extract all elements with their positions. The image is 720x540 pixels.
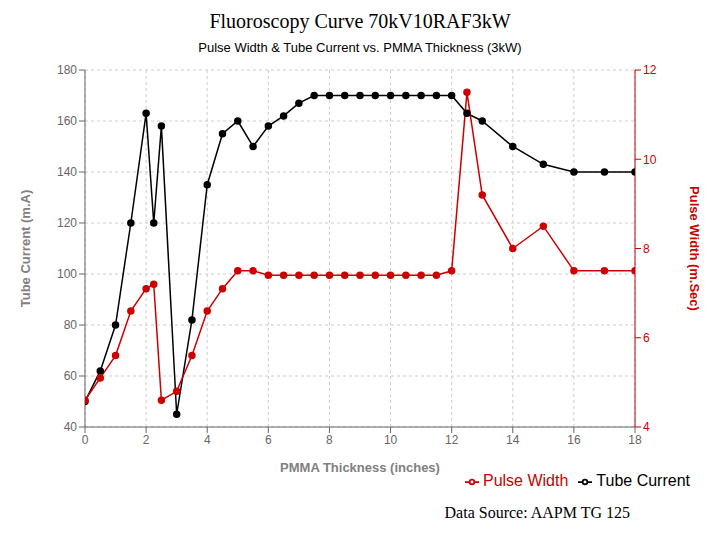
svg-text:40: 40 <box>64 420 78 434</box>
svg-text:Tube Current (m.A): Tube Current (m.A) <box>18 190 33 307</box>
html-text:Data Source: AAPM TG 125: Data Source: AAPM TG 125 <box>444 504 630 521</box>
svg-text:Pulse Width (m.Sec): Pulse Width (m.Sec) <box>687 186 702 311</box>
svg-text:8: 8 <box>326 433 333 447</box>
svg-text:4: 4 <box>643 420 650 434</box>
html-text:Tube Current: Tube Current <box>596 472 690 489</box>
svg-text:6: 6 <box>643 331 650 345</box>
svg-text:160: 160 <box>57 114 77 128</box>
svg-text:0: 0 <box>82 433 89 447</box>
svg-text:PMMA Thickness (inches): PMMA Thickness (inches) <box>280 460 440 475</box>
svg-text:10: 10 <box>643 153 657 167</box>
html-text:Pulse Width: Pulse Width <box>483 472 569 489</box>
svg-text:100: 100 <box>57 267 77 281</box>
html-text:Fluoroscopy Curve 70kV10RAF3kW: Fluoroscopy Curve 70kV10RAF3kW <box>209 10 511 32</box>
svg-text:120: 120 <box>57 216 77 230</box>
svg-text:18: 18 <box>628 433 642 447</box>
svg-text:6: 6 <box>265 433 272 447</box>
svg-text:10: 10 <box>384 433 398 447</box>
svg-text:14: 14 <box>506 433 520 447</box>
svg-text:16: 16 <box>567 433 581 447</box>
svg-text:80: 80 <box>64 318 78 332</box>
svg-text:12: 12 <box>643 63 657 77</box>
html-text:Pulse Width & Tube Current vs.: Pulse Width & Tube Current vs. PMMA Thic… <box>198 40 522 55</box>
svg-text:8: 8 <box>643 242 650 256</box>
svg-text:12: 12 <box>445 433 459 447</box>
svg-text:180: 180 <box>57 63 77 77</box>
svg-text:60: 60 <box>64 369 78 383</box>
svg-text:140: 140 <box>57 165 77 179</box>
svg-text:2: 2 <box>143 433 150 447</box>
svg-text:4: 4 <box>204 433 211 447</box>
